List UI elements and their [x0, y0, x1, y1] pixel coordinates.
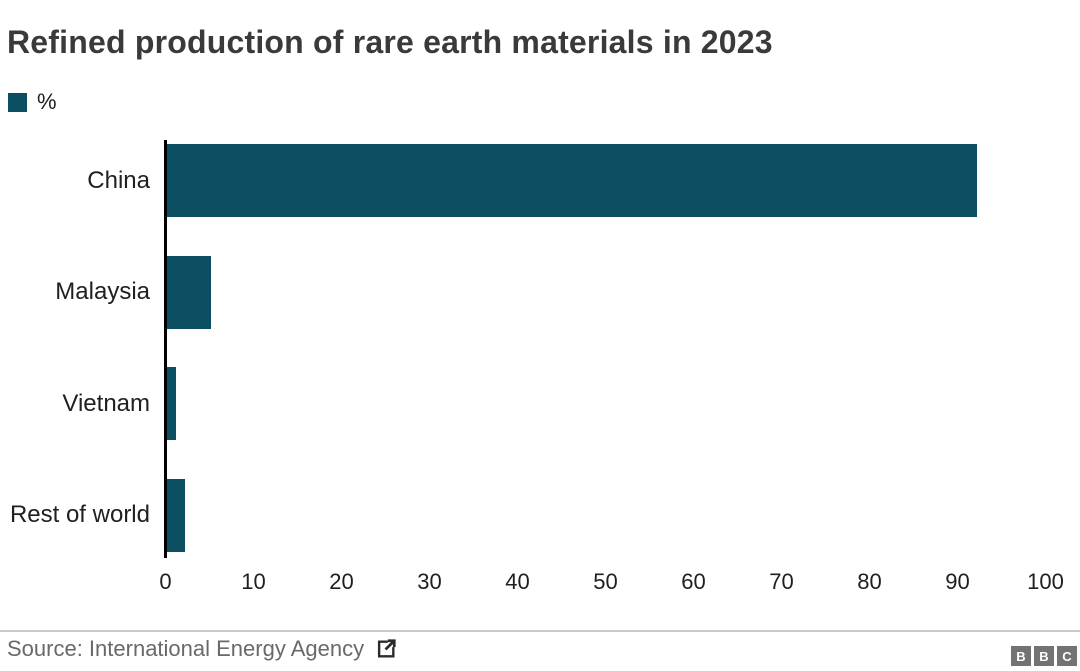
footer-divider	[0, 630, 1080, 632]
x-tick-label-20: 20	[329, 569, 354, 594]
x-tick-label-40: 40	[505, 569, 530, 594]
bar-rest-of-world	[167, 478, 185, 552]
bar-vietnam	[167, 367, 176, 440]
category-label-vietnam: Vietnam	[62, 389, 150, 417]
category-label-china: China	[87, 166, 150, 194]
source-row: Source: International Energy Agency	[7, 636, 397, 662]
bar-malaysia	[167, 255, 211, 329]
x-tick-label-30: 30	[417, 569, 442, 594]
y-axis-line	[164, 140, 167, 558]
x-tick-label-80: 80	[857, 569, 882, 594]
bbc-logo-block-2: B	[1034, 646, 1054, 666]
legend: %	[8, 89, 57, 115]
x-tick-label-90: 90	[945, 569, 970, 594]
bbc-logo-block-1: B	[1011, 646, 1031, 666]
x-tick-label-50: 50	[593, 569, 618, 594]
x-tick-label-10: 10	[241, 569, 266, 594]
category-label-rest-of-world: Rest of world	[9, 501, 150, 528]
source-text: Source: International Energy Agency	[7, 636, 365, 661]
x-tick-label-60: 60	[681, 569, 706, 594]
bar-china	[167, 144, 977, 217]
x-tick-label-100: 100	[1027, 569, 1064, 594]
bbc-logo-block-3: C	[1057, 646, 1077, 666]
external-link-icon[interactable]	[375, 638, 397, 660]
chart-title: Refined production of rare earth materia…	[7, 24, 773, 60]
legend-swatch	[8, 92, 27, 112]
legend-label: %	[37, 89, 57, 114]
x-tick-label-0: 0	[159, 569, 172, 594]
category-label-malaysia: Malaysia	[55, 278, 150, 305]
x-tick-label-70: 70	[769, 569, 794, 594]
